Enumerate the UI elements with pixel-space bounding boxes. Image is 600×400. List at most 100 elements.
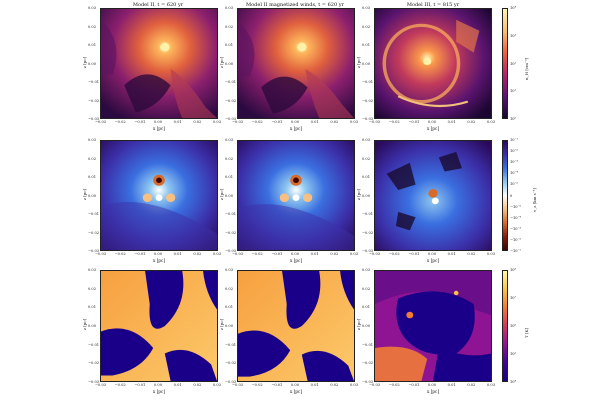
density-panel-model-iii bbox=[374, 8, 492, 119]
x-tick-label: −0.03 bbox=[232, 252, 244, 256]
y-tick-label: 0.01 bbox=[225, 305, 234, 310]
x-tick-label: −0.01 bbox=[134, 383, 146, 387]
panel-title-model-ii: Model II, t = 620 yr bbox=[132, 2, 184, 8]
x-tick-label: −0.01 bbox=[271, 383, 283, 387]
x-tick-label: 0.00 bbox=[154, 252, 163, 256]
ylabel-row3-col3: z [pc] bbox=[356, 318, 362, 331]
y-tick-label: 0.02 bbox=[88, 24, 97, 29]
velocity-panel-model-iii bbox=[374, 140, 492, 251]
y-tick-label: 0.00 bbox=[225, 193, 234, 198]
y-tick-label: 0.00 bbox=[225, 324, 234, 328]
y-tick-label: 0.02 bbox=[88, 286, 97, 291]
y-tick-label: 0.03 bbox=[88, 6, 97, 10]
xlabel-row2-col3: x [pc] bbox=[426, 259, 440, 264]
y-tick-label: −0.02 bbox=[362, 230, 374, 235]
x-tick-label: 0.02 bbox=[330, 120, 339, 124]
y-tick-label: −0.02 bbox=[225, 98, 237, 103]
colorbar-tick-label: 10⁶ bbox=[510, 324, 517, 328]
y-tick-label: −0.01 bbox=[362, 212, 374, 216]
xlabel-row2-col1: x [pc] bbox=[152, 259, 166, 264]
x-tick-label: 0.00 bbox=[428, 120, 437, 124]
x-tick-label: 0.01 bbox=[173, 252, 182, 256]
x-tick-label: 0.03 bbox=[487, 120, 496, 124]
x-tick-label: −0.01 bbox=[271, 252, 283, 256]
y-tick-label: −0.01 bbox=[225, 342, 237, 347]
x-tick-label: −0.03 bbox=[369, 252, 381, 256]
y-tick-label: −0.01 bbox=[88, 342, 100, 347]
y-tick-label: 0.01 bbox=[88, 175, 97, 179]
colorbar-tick-label: 10⁻¹ bbox=[510, 138, 518, 142]
x-tick-label: −0.02 bbox=[114, 383, 126, 387]
ylabel-row3-col1: z [pc] bbox=[82, 318, 88, 331]
x-tick-label: −0.03 bbox=[369, 120, 381, 124]
x-tick-label: 0.03 bbox=[350, 383, 359, 387]
colorbar-tick-label: 10⁻³ bbox=[510, 160, 518, 165]
x-tick-label: −0.02 bbox=[251, 252, 263, 256]
x-tick-label: 0.00 bbox=[428, 252, 437, 256]
y-tick-label: −0.02 bbox=[88, 98, 100, 103]
x-tick-label: −0.01 bbox=[408, 120, 420, 124]
ylabel-row2-col1: z [pc] bbox=[82, 188, 88, 201]
xlabel-row2-col2: x [pc] bbox=[289, 259, 303, 264]
y-tick-label: 0.01 bbox=[88, 305, 97, 310]
colorbar-tick-label: 10⁻⁵ bbox=[510, 182, 518, 187]
y-tick-label: 0.02 bbox=[362, 286, 371, 291]
y-tick-label: −0.03 bbox=[225, 117, 237, 121]
colorbar-tick-label: −10⁻⁴ bbox=[510, 215, 521, 220]
y-tick-label: −0.02 bbox=[88, 361, 100, 366]
colorbar-density-label: n_H [cm⁻³] bbox=[524, 57, 529, 80]
x-tick-label: 0.01 bbox=[447, 120, 456, 124]
density-panel-model-ii-magnetized bbox=[237, 8, 355, 119]
x-tick-label: 0.01 bbox=[173, 120, 182, 124]
x-tick-label: −0.03 bbox=[95, 383, 107, 387]
colorbar-tick-label: 10⁴ bbox=[510, 6, 517, 10]
y-tick-label: 0.00 bbox=[362, 324, 371, 328]
y-tick-label: 0.01 bbox=[362, 43, 371, 47]
xlabel-row3-col1: x [pc] bbox=[152, 390, 166, 395]
temperature-panel-model-ii-magnetized bbox=[237, 270, 355, 382]
y-tick-label: 0.00 bbox=[88, 61, 97, 66]
y-tick-label: −0.02 bbox=[362, 98, 374, 103]
y-tick-label: 0.00 bbox=[362, 193, 371, 198]
y-tick-label: 0.03 bbox=[362, 138, 371, 142]
y-tick-label: −0.03 bbox=[225, 380, 237, 384]
ylabel-row1-col2: z [pc] bbox=[219, 56, 225, 69]
y-tick-label: −0.01 bbox=[88, 212, 100, 216]
y-tick-label: 0.03 bbox=[362, 268, 371, 272]
x-tick-label: 0.00 bbox=[154, 120, 163, 124]
y-tick-label: 0.00 bbox=[88, 324, 97, 328]
x-tick-label: 0.02 bbox=[193, 252, 202, 256]
y-tick-label: −0.01 bbox=[225, 212, 237, 216]
xlabel-row1-col3: x [pc] bbox=[426, 127, 440, 132]
colorbar-tick-label: −10⁻² bbox=[510, 237, 521, 242]
ylabel-row2-col2: z [pc] bbox=[219, 188, 225, 201]
y-tick-label: −0.01 bbox=[362, 80, 374, 84]
x-tick-label: −0.02 bbox=[388, 383, 400, 387]
y-tick-label: −0.01 bbox=[225, 80, 237, 84]
x-tick-label: 0.00 bbox=[291, 383, 300, 387]
x-tick-label: 0.02 bbox=[330, 252, 339, 256]
ylabel-row1-col1: z [pc] bbox=[82, 56, 88, 69]
x-tick-label: 0.00 bbox=[291, 120, 300, 124]
ylabel-row3-col2: z [pc] bbox=[219, 318, 225, 331]
y-tick-label: −0.02 bbox=[225, 230, 237, 235]
x-tick-label: 0.00 bbox=[291, 252, 300, 256]
y-tick-label: 0.01 bbox=[225, 43, 234, 47]
y-tick-label: 0.02 bbox=[225, 156, 234, 161]
xlabel-row1-col2: x [pc] bbox=[289, 127, 303, 132]
x-tick-label: −0.02 bbox=[388, 120, 400, 124]
velocity-panel-model-ii-magnetized bbox=[237, 140, 355, 251]
x-tick-label: −0.01 bbox=[408, 252, 420, 256]
colorbar-tick-label: −10⁻³ bbox=[510, 226, 521, 231]
x-tick-label: 0.03 bbox=[487, 252, 496, 256]
x-tick-label: 0.03 bbox=[350, 120, 359, 124]
y-tick-label: 0.03 bbox=[362, 6, 371, 10]
colorbar-tick-label: 10² bbox=[510, 61, 517, 66]
xlabel-row3-col2: x [pc] bbox=[289, 390, 303, 395]
colorbar-tick-label: 10⁻² bbox=[510, 149, 518, 154]
x-tick-label: −0.03 bbox=[232, 383, 244, 387]
colorbar-tick-label: 10⁻⁴ bbox=[510, 171, 518, 176]
y-tick-label: 0.02 bbox=[225, 24, 234, 29]
x-tick-label: −0.03 bbox=[232, 120, 244, 124]
x-tick-label: −0.02 bbox=[114, 120, 126, 124]
